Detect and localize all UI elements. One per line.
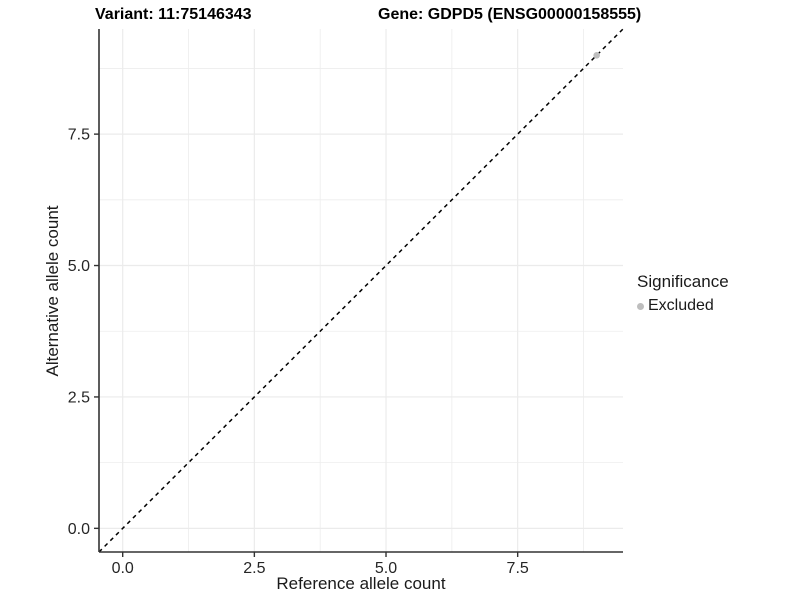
legend-entries: Excluded: [637, 297, 729, 315]
y-tick-label: 2.5: [68, 389, 90, 406]
gene-title: Gene: GDPD5 (ENSG00000158555): [378, 6, 642, 23]
variant-title: Variant: 11:75146343: [95, 6, 252, 23]
legend-entry-label: Excluded: [648, 297, 714, 314]
y-tick-label: 7.5: [68, 127, 90, 144]
legend: Significance Excluded: [637, 272, 729, 315]
x-tick-label: 5.0: [375, 560, 397, 577]
x-tick-label: 0.0: [112, 560, 134, 577]
legend-key-circle-icon: [637, 302, 644, 310]
identity-dashed-line: [98, 28, 624, 553]
y-tick-label: 0.0: [68, 521, 90, 538]
x-axis-title: Reference allele count: [276, 574, 446, 593]
legend-title: Significance: [637, 272, 729, 291]
legend-entry: Excluded: [637, 297, 729, 315]
x-tick-label: 2.5: [243, 560, 265, 577]
data-point: [593, 51, 600, 59]
x-tick-label: 7.5: [507, 560, 529, 577]
y-tick-label: 5.0: [68, 258, 90, 275]
y-axis-title: Alternative allele count: [43, 205, 62, 377]
